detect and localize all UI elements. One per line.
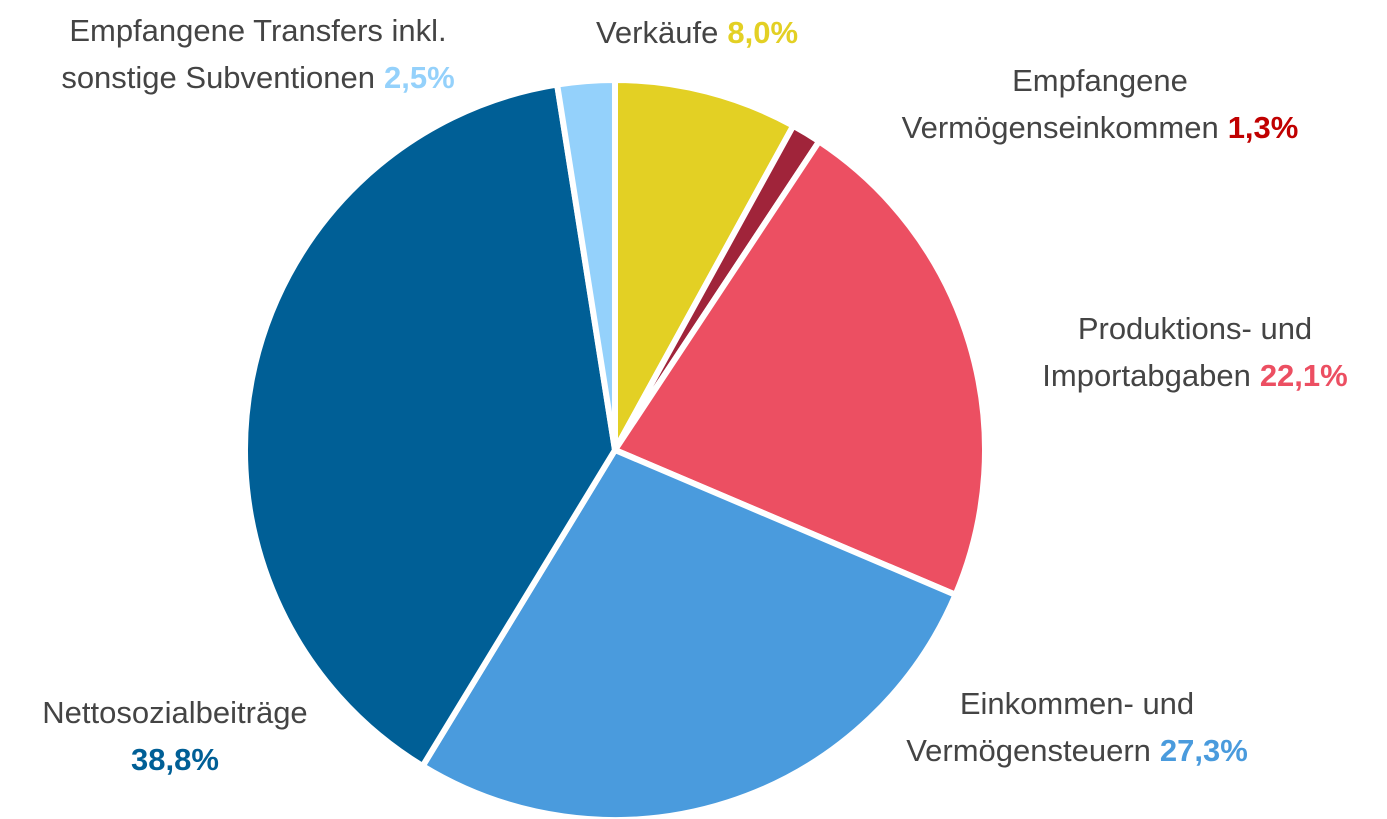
value-label: 2,5% — [384, 60, 455, 95]
value-label: 8,0% — [727, 15, 798, 50]
pie-slice — [612, 138, 988, 598]
label-line: Einkommen- und — [960, 686, 1194, 721]
label-line: Vermögensteuern — [906, 733, 1151, 768]
pie-slice — [554, 77, 618, 453]
value-label: 27,3% — [1160, 733, 1248, 768]
slice-label: Verkäufe 8,0% — [596, 15, 798, 50]
slice-label: Empfangene Transfers inkl. sonstige Subve… — [61, 13, 454, 95]
pie-slice — [419, 447, 959, 819]
label-line: sonstige Subventionen — [61, 60, 375, 95]
slice-label: Produktions- und Importabgaben 22,1% — [1042, 311, 1347, 393]
pie-slice — [242, 81, 618, 770]
slice-label: Nettosozialbeiträge 38,8% — [42, 695, 307, 777]
label-line: Empfangene — [1012, 63, 1188, 98]
label-line: Verkäufe — [596, 15, 718, 50]
pie-slice — [612, 77, 797, 453]
value-label: 22,1% — [1260, 358, 1348, 393]
label-line: Importabgaben — [1042, 358, 1251, 393]
label-line: Produktions- und — [1078, 311, 1312, 346]
label-line: Empfangene Transfers inkl. — [69, 13, 446, 48]
label-line: Nettosozialbeiträge — [42, 695, 307, 730]
slice-label: Einkommen- und Vermögensteuern 27,3% — [906, 686, 1248, 768]
label-line: Vermögenseinkommen — [902, 110, 1219, 145]
value-label: 1,3% — [1228, 110, 1299, 145]
slice-label: Empfangene Vermögenseinkommen 1,3% — [902, 63, 1299, 145]
value-label: 38,8% — [131, 742, 219, 777]
